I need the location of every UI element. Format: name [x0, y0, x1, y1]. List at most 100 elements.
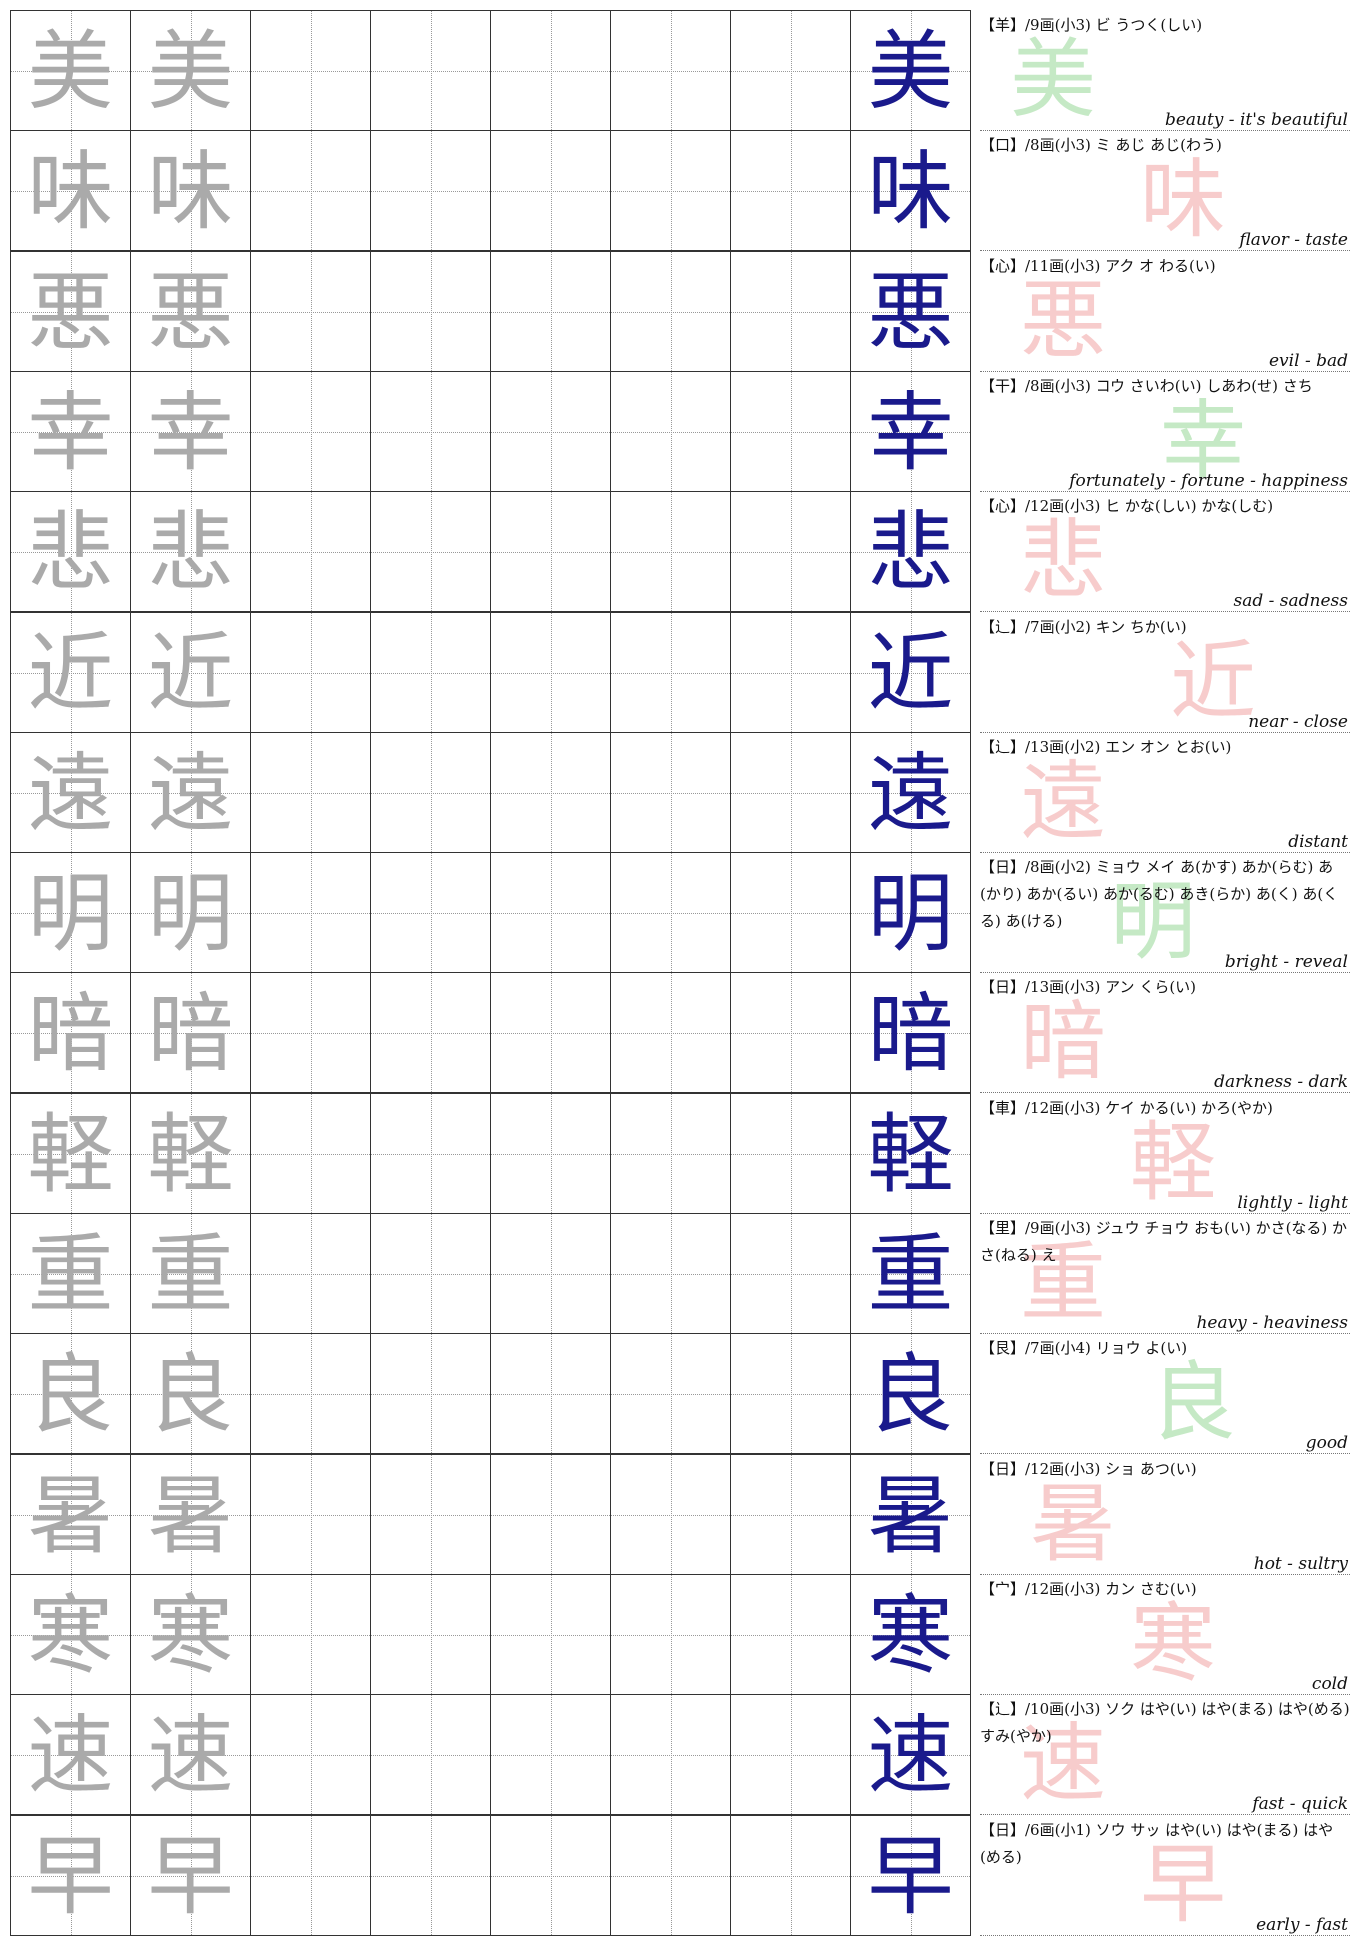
practice-cell: 悪 [850, 251, 971, 372]
practice-cell: 寒 [850, 1574, 971, 1695]
kanji-info: 【心】/11画(小3) アク オ わる(い)悪evil - bad [980, 251, 1350, 372]
seal-glyph: 悪 [1020, 271, 1106, 371]
practice-cell: 軽 [850, 1093, 971, 1214]
guide-line [611, 191, 730, 192]
practice-cell [610, 371, 731, 492]
trace-kanji: 重 [131, 1220, 250, 1330]
guide-line [611, 1876, 730, 1877]
practice-cell [250, 612, 371, 733]
practice-cell: 重 [10, 1213, 131, 1334]
practice-cell: 明 [850, 852, 971, 973]
guide-line [731, 1515, 850, 1516]
practice-cell [610, 130, 731, 251]
practice-cell [370, 1815, 491, 1936]
kanji-info: 【羊】/9画(小3) ビ うつく(しい)美beauty - it's beaut… [980, 10, 1350, 131]
guide-line [611, 312, 730, 313]
guide-line [731, 1635, 850, 1636]
practice-cell: 軽 [10, 1093, 131, 1214]
practice-cell: 良 [850, 1333, 971, 1454]
practice-cell [250, 251, 371, 372]
guide-line [371, 432, 490, 433]
practice-cell [250, 1694, 371, 1815]
guide-line [731, 793, 850, 794]
trace-kanji: 遠 [131, 739, 250, 849]
practice-cell: 早 [130, 1815, 251, 1936]
trace-kanji: 良 [131, 1340, 250, 1450]
meaning: heavy - heaviness [1196, 1313, 1348, 1333]
seal-glyph: 美 [1010, 30, 1096, 130]
practice-cell: 幸 [130, 371, 251, 492]
trace-kanji: 早 [131, 1822, 250, 1932]
guide-line [251, 1876, 370, 1877]
guide-line [611, 1033, 730, 1034]
practice-cell [610, 1694, 731, 1815]
meaning: beauty - it's beautiful [1165, 110, 1348, 130]
meaning: hot - sultry [1254, 1554, 1348, 1574]
kanji-info: 【宀】/12画(小3) カン さむ(い)寒cold [980, 1574, 1350, 1695]
practice-cell [610, 1574, 731, 1695]
kanji-info: 【日】/6画(小1) ソウ サッ はや(い) はや(まる) はや(める)早ear… [980, 1815, 1350, 1936]
model-kanji: 暗 [851, 979, 970, 1089]
practice-cell [490, 732, 611, 853]
guide-line [371, 1635, 490, 1636]
guide-line [251, 432, 370, 433]
readings: 【車】/12画(小3) ケイ かる(い) かろ(やか) [980, 1093, 1350, 1122]
practice-cell: 重 [850, 1213, 971, 1334]
practice-cell [730, 371, 851, 492]
seal-glyph: 遠 [1020, 752, 1106, 852]
kanji-info: 【日】/12画(小3) ショ あつ(い)暑hot - sultry [980, 1454, 1350, 1575]
readings: 【里】/9画(小3) ジュウ チョウ おも(い) かさ(なる) かさ(ねる) え [980, 1213, 1350, 1269]
model-kanji: 悲 [851, 498, 970, 608]
practice-cell [370, 852, 491, 973]
kanji-info: 【日】/13画(小3) アン くら(い)暗darkness - dark [980, 972, 1350, 1093]
practice-cell: 寒 [130, 1574, 251, 1695]
trace-kanji: 味 [11, 137, 130, 247]
meaning: early - fast [1256, 1915, 1348, 1935]
practice-cell [730, 1574, 851, 1695]
practice-cell [250, 1574, 371, 1695]
practice-cell: 味 [130, 130, 251, 251]
guide-line [251, 1394, 370, 1395]
practice-cell [490, 612, 611, 733]
guide-line [731, 1274, 850, 1275]
practice-cell: 悲 [10, 491, 131, 612]
practice-cell [730, 251, 851, 372]
trace-kanji: 悪 [131, 258, 250, 368]
practice-cell: 暑 [850, 1454, 971, 1575]
practice-cell: 暗 [130, 972, 251, 1093]
practice-cell [730, 852, 851, 973]
practice-cell [250, 852, 371, 973]
practice-cell [250, 1815, 371, 1936]
seal-glyph: 暑 [1030, 1474, 1116, 1574]
practice-cell [730, 972, 851, 1093]
seal-glyph: 暗 [1020, 992, 1106, 1092]
practice-cell [250, 1213, 371, 1334]
guide-line [611, 552, 730, 553]
model-kanji: 速 [851, 1701, 970, 1811]
practice-cell [370, 371, 491, 492]
guide-line [371, 1755, 490, 1756]
practice-cell [490, 1213, 611, 1334]
guide-line [611, 1394, 730, 1395]
model-kanji: 早 [851, 1822, 970, 1932]
trace-kanji: 暗 [11, 979, 130, 1089]
guide-line [491, 673, 610, 674]
practice-cell [730, 491, 851, 612]
seal-glyph: 味 [1140, 150, 1226, 250]
trace-kanji: 幸 [11, 378, 130, 488]
practice-cell: 近 [850, 612, 971, 733]
kanji-info: 【日】/8画(小2) ミョウ メイ あ(かす) あか(らむ) あ(かり) あか(… [980, 852, 1350, 973]
practice-cell: 明 [10, 852, 131, 973]
meaning: evil - bad [1269, 351, 1348, 371]
readings: 【日】/6画(小1) ソウ サッ はや(い) はや(まる) はや(める) [980, 1815, 1350, 1871]
practice-cell [610, 612, 731, 733]
practice-cell: 遠 [10, 732, 131, 853]
kanji-info: 【心】/12画(小3) ヒ かな(しい) かな(しむ)悲sad - sadnes… [980, 491, 1350, 612]
practice-cell [490, 1574, 611, 1695]
seal-glyph: 近 [1170, 632, 1256, 732]
guide-line [491, 312, 610, 313]
meaning: distant [1288, 832, 1348, 852]
guide-line [491, 1274, 610, 1275]
practice-cell [730, 130, 851, 251]
seal-glyph: 軽 [1130, 1113, 1216, 1213]
